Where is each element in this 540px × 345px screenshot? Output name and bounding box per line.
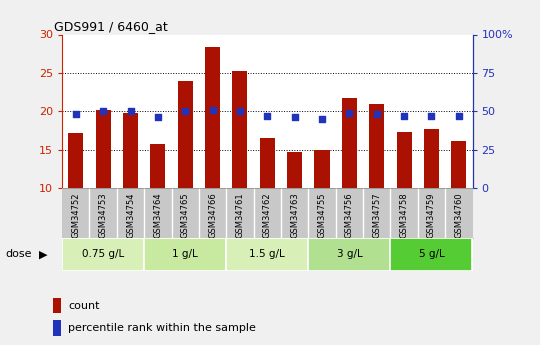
Text: GSM34754: GSM34754 [126, 192, 135, 237]
Bar [205, 47, 220, 188]
Text: 1.5 g/L: 1.5 g/L [249, 249, 285, 259]
Bar [62, 238, 144, 271]
Bar [226, 238, 308, 271]
Bar [96, 110, 111, 188]
Bar [123, 113, 138, 188]
Text: GSM34752: GSM34752 [71, 192, 80, 237]
Point [235, 108, 244, 114]
Bar [451, 141, 467, 188]
Text: GSM34753: GSM34753 [99, 192, 107, 238]
Point [208, 107, 217, 112]
Point [263, 113, 272, 119]
Text: count: count [68, 300, 100, 310]
Point [318, 116, 326, 122]
Point [181, 108, 190, 114]
Text: dose: dose [5, 249, 32, 259]
Bar [178, 81, 193, 188]
Bar [260, 138, 275, 188]
Point [427, 113, 436, 119]
Text: GDS991 / 6460_at: GDS991 / 6460_at [54, 20, 167, 33]
Text: 1 g/L: 1 g/L [172, 249, 198, 259]
Bar [150, 144, 165, 188]
Point [126, 108, 135, 114]
Point [455, 113, 463, 119]
Text: 3 g/L: 3 g/L [336, 249, 362, 259]
Text: GSM34762: GSM34762 [263, 192, 272, 238]
Text: GSM34755: GSM34755 [318, 192, 327, 237]
Text: GSM34765: GSM34765 [181, 192, 190, 238]
Bar [424, 129, 439, 188]
Bar [287, 152, 302, 188]
Bar [314, 150, 329, 188]
Text: ▶: ▶ [39, 249, 48, 259]
Text: GSM34763: GSM34763 [290, 192, 299, 238]
Text: GSM34758: GSM34758 [400, 192, 409, 238]
Text: percentile rank within the sample: percentile rank within the sample [68, 323, 256, 333]
Bar [68, 133, 83, 188]
Text: GSM34761: GSM34761 [235, 192, 245, 238]
Point [291, 115, 299, 120]
Bar [342, 98, 357, 188]
Point [153, 115, 162, 120]
Text: GSM34756: GSM34756 [345, 192, 354, 238]
Point [400, 113, 408, 119]
Point [99, 108, 107, 114]
Text: GSM34760: GSM34760 [454, 192, 463, 238]
Point [71, 111, 80, 117]
Bar [308, 238, 390, 271]
Bar [53, 298, 61, 313]
Bar [53, 320, 61, 336]
Text: GSM34766: GSM34766 [208, 192, 217, 238]
Bar [369, 104, 384, 188]
Bar [144, 238, 226, 271]
Text: 5 g/L: 5 g/L [418, 249, 444, 259]
Text: 0.75 g/L: 0.75 g/L [82, 249, 124, 259]
Text: GSM34764: GSM34764 [153, 192, 163, 238]
Bar [390, 238, 472, 271]
Bar [232, 71, 247, 188]
Bar [396, 132, 411, 188]
Text: GSM34757: GSM34757 [372, 192, 381, 238]
Point [373, 111, 381, 117]
Text: GSM34759: GSM34759 [427, 192, 436, 237]
Point [345, 110, 354, 116]
